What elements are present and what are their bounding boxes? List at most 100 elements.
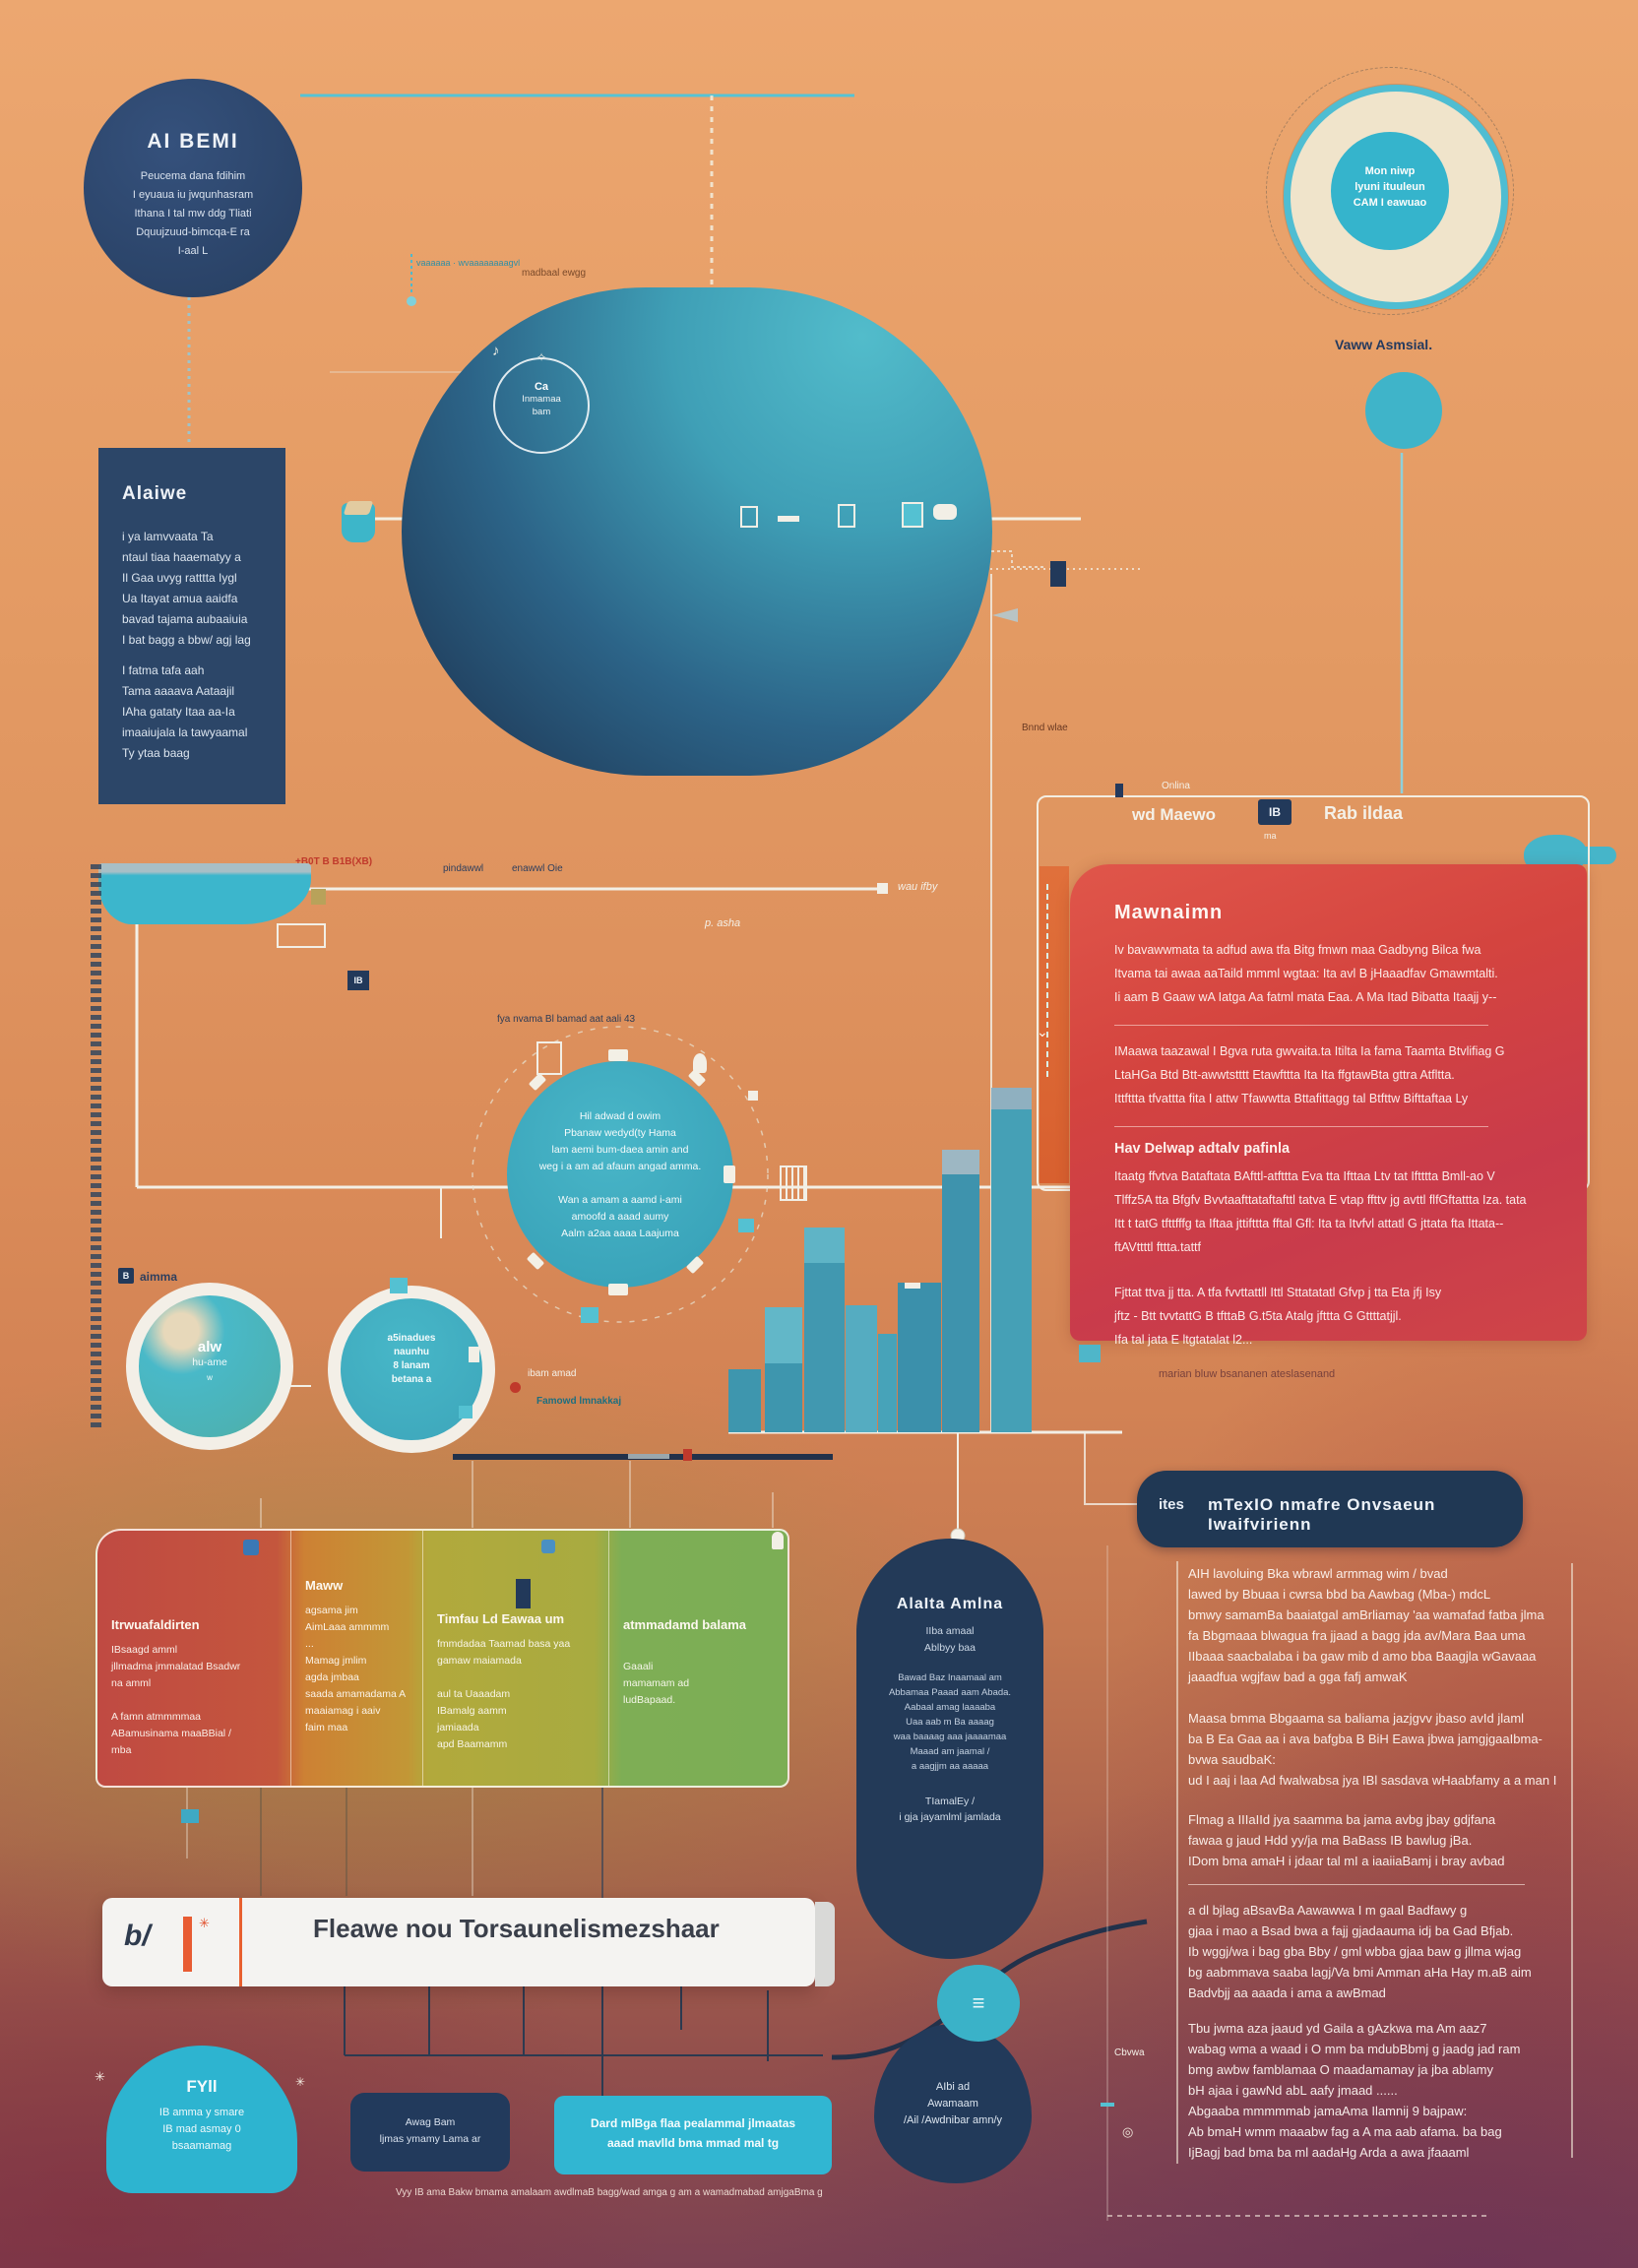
band-column-amber: Maww agsama jim AimLaaa ammmm... Mamag jml…: [290, 1531, 422, 1786]
ainaodes-text: a5inadues naunhu 8 lanam betana a: [341, 1332, 482, 1387]
gray-tick: [628, 1454, 669, 1459]
side-label: Cbvwa: [1114, 2048, 1145, 2058]
alaiwe-paragraph-2: I fatma tafa aah Tama aaaava Aataajil IAha…: [122, 661, 285, 764]
category-band: Itrwuafaldirten IBsaagd amml jllmadma jmm…: [95, 1529, 789, 1788]
text-line: ftAVttttl fttta.tattf: [1114, 1240, 1201, 1254]
alaita-capsule: AlaIta Amlna IIba amaal Ablbyy baa Bawad …: [856, 1539, 1043, 1959]
teal-chip: [1079, 1345, 1101, 1362]
text-line: ba B Ea Gaa aa i ava bafgba B BiH Eawa j…: [1188, 1732, 1543, 1746]
teal-notch: [390, 1278, 408, 1293]
warning-title: Mawnaimn: [1114, 902, 1224, 923]
notch: [608, 1284, 628, 1295]
bubble-text: Peucema dana fdihim I eyuaua iu jwqunhasr…: [84, 167, 302, 261]
bar-cap: [804, 1228, 845, 1263]
band-text: agsama jim AimLaaa ammmm... Mamag jmlim agd…: [305, 1603, 409, 1736]
enawwl-label: enawwl Oie: [512, 863, 563, 874]
text-line: Flmag a IIIaIId jya saamma ba jama avbg …: [1188, 1812, 1496, 1827]
text-line: Itvama tai awaa aaTaild mmml wgtaa: Ita …: [1114, 967, 1498, 980]
gray-arrow-icon: [992, 608, 1018, 622]
pen-icon: b/: [124, 1920, 151, 1952]
teal-wave-shape: [98, 863, 311, 924]
doc-icon: [740, 506, 758, 528]
notch: [724, 1166, 735, 1183]
text-line: jllmadma jmmalatad Bsadwr: [111, 1661, 241, 1672]
text-line: bH ajaa i gawNd abL aafy jmaad ......: [1188, 2083, 1398, 2098]
dash-icon: [778, 516, 799, 522]
bar: [728, 1369, 761, 1432]
text-line: Tlffz5A tta Bfgfv Bvvtaafttataftafttl ta…: [1114, 1193, 1527, 1207]
text-line: Inmamaa: [522, 394, 561, 405]
teal-chip: [181, 1809, 199, 1823]
text-line: jaaadfua wgjfaw bad a gga fafj amwaK: [1188, 1670, 1408, 1684]
text-line: [507, 1175, 733, 1192]
menu-ball[interactable]: ≡: [937, 1965, 1020, 2042]
alw-tiny: w: [207, 1373, 213, 1382]
text-line: mamamam ad: [623, 1677, 690, 1689]
ruler-icon: [780, 1166, 807, 1201]
text-line: Abbamaa Paaad aam Abada.: [888, 1687, 1012, 1698]
navy-note: Awag Bam ljmas ymamy Lama ar: [350, 2093, 510, 2172]
cloud-icon: [933, 504, 957, 520]
text-line: Hil adwad d owim: [579, 1110, 662, 1122]
blob-brown-label: madbaal ewgg: [522, 268, 587, 279]
text-line: IIbaaa saacbalaba i ba gaw mib d amo bba…: [1188, 1649, 1537, 1664]
text-line: Fjttat ttva jj tta. A tfa fvvttattll Itt…: [1114, 1286, 1442, 1299]
process-circle: Hil adwad d owim Pbanaw wedyd(ty Hama lam …: [507, 1061, 733, 1288]
text-line: gjaa i mao a Bsad bwa a fajj gjadaauma i…: [1188, 1923, 1514, 1938]
capsule-title: AlaIta Amlna: [896, 1596, 1004, 1612]
text-line: IBsaagd amml: [111, 1644, 178, 1656]
teal-notch: [459, 1406, 472, 1418]
text-line: na amml: [111, 1677, 152, 1689]
text-line: lawed by Bbuaa i cwrsa bbd ba Aawbag (Mb…: [1188, 1587, 1491, 1602]
divider: [1114, 1126, 1488, 1127]
teal-node: [1365, 372, 1442, 449]
sparkle-icon: ✳: [295, 2075, 306, 2089]
teal-note[interactable]: Dard mlBga flaa pealammal jlmaatas aaad m…: [554, 2096, 832, 2174]
text-line: Peucema dana fdihim: [140, 170, 246, 182]
famowd-label: Famowd lmnakkaj: [536, 1396, 622, 1407]
warning-paragraph-4: Fjttat ttva jj tta. A tfa fvvttattll Itt…: [1114, 1281, 1587, 1352]
text-line: ABamusinama maaBBial /: [111, 1728, 231, 1739]
ib-badge: IB: [347, 971, 369, 990]
red-code-label: +B0T B B1B(XB): [295, 856, 373, 867]
capsule-subtitle: IIba amaal Ablbyy baa: [856, 1623, 1043, 1657]
text-line: AIbi ad: [935, 2081, 971, 2093]
bar-cap: [942, 1150, 979, 1174]
ibam-label: ibam amad: [528, 1368, 577, 1379]
search-bar[interactable]: b/ ✳ Fleawe nou Torsaunelismezshaar: [102, 1898, 835, 1986]
text-line: Uaa aab m Ba aaaag: [906, 1717, 994, 1728]
text-line: Awamaam: [927, 2098, 978, 2110]
pin-icon: [772, 1532, 784, 1549]
fya-label: fya nvama Bl bamad aat aali 43: [497, 1014, 636, 1025]
pasha-label: p. asha: [705, 917, 741, 929]
text-line: Ithana I tal mw ddg Tliati: [134, 208, 252, 220]
pindawwl-label: pindawwl: [443, 863, 484, 874]
olive-chip: [311, 889, 326, 905]
divider: [1114, 1025, 1488, 1026]
text-line: [111, 1692, 277, 1709]
blob-top-label: vaaaaaa · wvaaaaaaaagvl: [416, 258, 521, 268]
search-end-cap: [815, 1902, 835, 1986]
process-circle-text: Hil adwad d owim Pbanaw wedyd(ty Hama lam …: [507, 1108, 733, 1242]
divider: [239, 1898, 242, 1986]
cube-icon: [342, 503, 375, 542]
warning-card: Mawnaimn Iv bavawwmata ta adfud awa tfa …: [1070, 864, 1587, 1347]
wau-label: wau ifby: [898, 881, 938, 893]
tag-icon: [516, 1579, 531, 1608]
alw-circle: alw hu-ame w: [126, 1283, 293, 1450]
text-line: ud I aaj i laa Ad fwalwabsa jya IBl sasd…: [1188, 1773, 1557, 1788]
ca-node-title: Ca: [534, 381, 549, 393]
fyi-bubble: FYll IB amma y smare IB mad asmay 0 bsaama…: [106, 2046, 297, 2193]
text-line: fawaa g jaud Hdd yy/ja ma BaBass IB bawl…: [1188, 1833, 1473, 1848]
text-line: TIamalEy /: [924, 1796, 976, 1807]
text-line: IDom bma amaH i jdaar tal mI a iaaiiaBam…: [1188, 1854, 1505, 1868]
text-line: IB amma y smare: [158, 2107, 245, 2118]
text-line: [437, 1670, 595, 1686]
bubble-title: AI BEMI: [147, 130, 239, 153]
text-line: ...: [305, 1638, 314, 1650]
alaiwe-paragraph-1: i ya lamvvaata Ta ntaul tiaa haaematyy a I…: [122, 527, 285, 651]
ib-header-badge[interactable]: IB: [1258, 799, 1292, 825]
text-line: Itaatg ffvtva Bataftata BAfttl-atfttta E…: [1114, 1169, 1495, 1183]
text-line: jftz - Btt tvvtattG B tfttaB G.t5ta Atal…: [1114, 1309, 1402, 1323]
